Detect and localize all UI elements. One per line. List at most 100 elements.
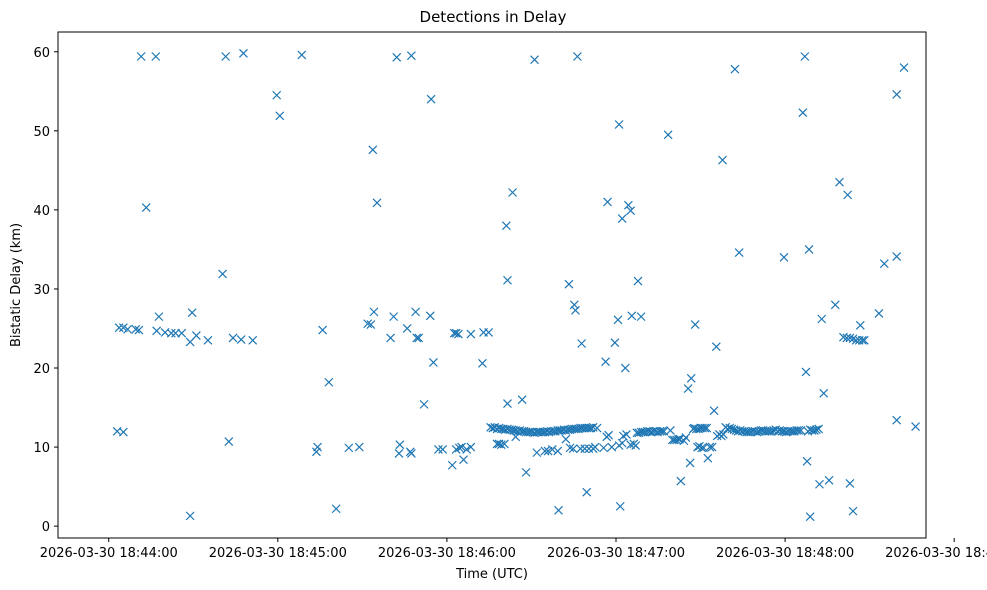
data-point	[676, 476, 686, 486]
y-tick-label: 30	[33, 283, 50, 298]
data-point	[496, 440, 506, 450]
data-point	[412, 333, 422, 343]
data-point	[707, 442, 717, 452]
data-point	[177, 328, 187, 338]
data-point	[500, 425, 510, 435]
x-tick-label: 2026-03-30 18:46:00	[378, 546, 516, 561]
data-point	[228, 333, 238, 343]
data-point	[879, 259, 889, 269]
data-point	[733, 426, 743, 436]
data-point	[466, 329, 476, 339]
data-point	[773, 426, 783, 436]
data-point	[698, 423, 707, 433]
data-point	[730, 64, 740, 74]
data-point	[447, 460, 457, 470]
data-point	[236, 335, 246, 344]
data-point	[590, 442, 600, 452]
data-point	[663, 130, 673, 140]
data-point	[604, 430, 614, 440]
x-tick-label: 2026-03-30 18:44:00	[40, 546, 178, 561]
data-point	[819, 388, 829, 398]
data-point	[843, 190, 853, 200]
data-point	[534, 427, 544, 437]
data-point	[801, 367, 811, 377]
plot-area	[58, 32, 926, 538]
data-point	[811, 425, 821, 435]
data-point	[655, 426, 665, 436]
data-point	[911, 422, 920, 431]
data-point	[248, 335, 258, 345]
data-point	[651, 426, 661, 436]
data-point	[530, 55, 539, 65]
data-point	[577, 339, 587, 348]
data-point	[607, 442, 617, 452]
data-point	[570, 305, 580, 315]
data-point	[528, 427, 538, 437]
data-point	[835, 177, 844, 187]
data-point	[672, 435, 682, 445]
data-point	[344, 443, 354, 453]
data-point	[702, 423, 712, 433]
data-point	[503, 275, 512, 285]
data-point	[627, 311, 637, 321]
data-point	[617, 214, 627, 224]
data-point	[599, 443, 609, 453]
data-point	[394, 448, 404, 458]
data-point	[601, 357, 610, 367]
y-tick-label: 20	[33, 362, 50, 377]
data-point	[486, 422, 496, 432]
data-point	[272, 90, 282, 100]
data-point	[814, 424, 824, 434]
data-point	[521, 427, 531, 437]
data-point	[372, 198, 382, 208]
data-point	[275, 111, 285, 121]
data-point	[620, 363, 630, 373]
data-point	[892, 415, 902, 425]
data-point	[815, 479, 824, 489]
data-point	[783, 426, 793, 436]
y-tick-label: 10	[33, 441, 50, 456]
data-point	[572, 52, 582, 61]
data-point	[899, 63, 909, 73]
data-point	[610, 338, 620, 348]
data-point	[402, 324, 412, 333]
data-point	[513, 426, 523, 436]
data-point	[857, 335, 867, 345]
data-point	[845, 333, 855, 343]
data-point	[368, 145, 378, 155]
data-point	[623, 200, 633, 210]
data-point	[540, 446, 550, 456]
data-point	[438, 445, 448, 454]
data-point	[779, 252, 789, 262]
data-point	[466, 442, 476, 452]
data-point	[123, 324, 133, 334]
data-point	[705, 442, 715, 452]
chart-title: Detections in Delay	[420, 8, 567, 26]
data-point	[631, 441, 641, 450]
data-point	[363, 319, 373, 329]
data-point	[462, 445, 472, 454]
data-point	[459, 455, 468, 465]
data-point	[451, 328, 461, 338]
data-point	[802, 456, 812, 466]
data-point	[554, 505, 563, 515]
y-tick-label: 50	[33, 125, 50, 140]
data-point	[203, 335, 213, 345]
data-point	[369, 307, 379, 317]
data-point	[152, 326, 162, 336]
data-point	[426, 94, 436, 104]
data-point	[681, 433, 691, 443]
data-point	[191, 331, 201, 341]
x-axis: 2026-03-30 18:44:00 2026-03-30 18:45:00 20…	[40, 538, 987, 561]
data-point	[792, 426, 802, 435]
data-point	[392, 52, 402, 62]
x-tick-label: 2026-03-30 18:47:00	[547, 546, 685, 561]
data-point	[297, 50, 307, 60]
data-point	[477, 358, 487, 368]
data-point	[578, 423, 587, 433]
data-point	[683, 384, 693, 393]
data-point	[779, 426, 789, 436]
data-point	[633, 276, 643, 286]
data-point	[576, 444, 585, 454]
